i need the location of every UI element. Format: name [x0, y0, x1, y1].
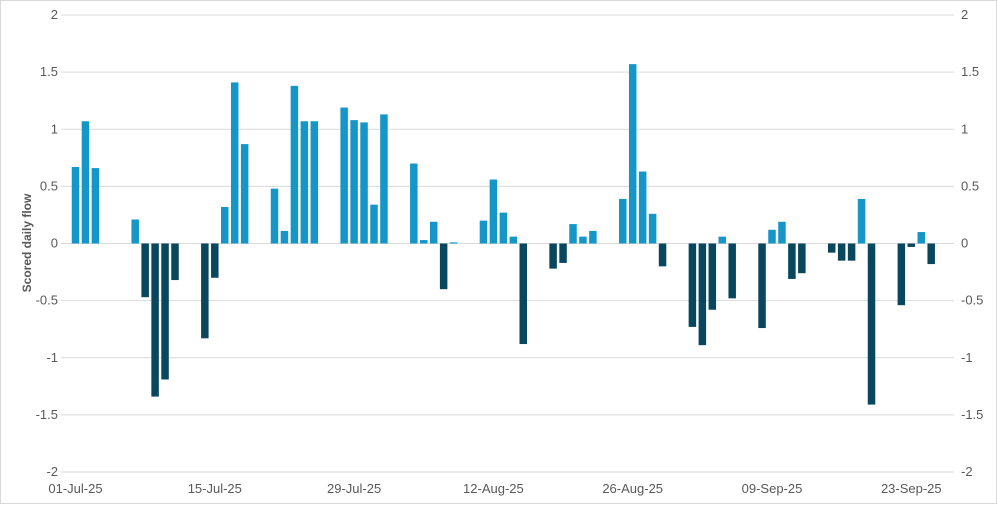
bar-11-Jul-25: [171, 243, 179, 281]
y-tick-label-left: -0.5: [36, 293, 58, 308]
bar-18-Jul-25: [240, 144, 249, 244]
bar-16-Sep-25: [837, 243, 846, 261]
y-tick-label-left: 2: [51, 7, 58, 22]
bar-28-Aug-25: [648, 213, 657, 244]
bar-12-Aug-25: [489, 179, 498, 244]
x-tick-label: 23-Sep-25: [881, 481, 942, 496]
x-tick-label: 29-Jul-25: [327, 481, 381, 496]
bar-01-Sep-25: [688, 243, 697, 327]
bar-22-Jul-25: [280, 230, 289, 244]
bar-27-Aug-25: [638, 171, 647, 244]
y-tick-label-right: 1: [961, 121, 968, 136]
y-tick-label-right: -2: [961, 464, 973, 479]
bar-29-Aug-25: [658, 243, 667, 267]
y-tick-label-left: 1.5: [40, 64, 58, 79]
bar-29-Jul-25: [350, 120, 358, 244]
bar-17-Sep-25: [847, 243, 856, 261]
bar-15-Aug-25: [519, 243, 527, 345]
bar-08-Sep-25: [758, 243, 766, 329]
bar-11-Aug-25: [479, 220, 488, 244]
bar-18-Sep-25: [857, 198, 866, 244]
bar-25-Jul-25: [310, 121, 319, 244]
bar-22-Sep-25: [897, 243, 906, 306]
bar-20-Aug-25: [569, 224, 577, 244]
bar-04-Aug-25: [410, 163, 418, 244]
bar-08-Aug-25: [449, 242, 458, 244]
bar-11-Sep-25: [788, 243, 796, 279]
bar-21-Jul-25: [270, 188, 279, 244]
x-tick-label: 01-Jul-25: [48, 481, 102, 496]
bar-23-Sep-25: [907, 243, 916, 247]
bar-10-Sep-25: [778, 221, 786, 244]
x-axis: 01-Jul-25 15-Jul-25 29-Jul-25 12-Aug-25 26-A…: [48, 481, 941, 496]
bar-06-Aug-25: [429, 221, 438, 244]
gridlines: [61, 14, 954, 473]
bar-30-Jul-25: [360, 122, 368, 244]
bar-15-Jul-25: [211, 243, 219, 278]
bar-12-Sep-25: [798, 243, 806, 274]
bar-09-Jul-25: [151, 243, 159, 397]
x-tick-label: 26-Aug-25: [602, 481, 663, 496]
y-tick-label-left: -1: [46, 350, 58, 365]
bar-15-Sep-25: [827, 243, 836, 253]
y-axis-label: Scored daily flow: [20, 193, 34, 292]
bar-07-Jul-25: [131, 219, 139, 244]
y-tick-label-left: 0.5: [40, 178, 58, 193]
bar-01-Aug-25: [380, 114, 388, 244]
bar-05-Aug-25: [420, 240, 428, 244]
y-axis-left: 2 1.5 1 0.5 0 -0.5 -1 -1.5 -2: [36, 7, 58, 479]
bar-22-Aug-25: [589, 230, 597, 244]
y-tick-label-right: -1: [961, 350, 973, 365]
y-tick-label-right: 2: [961, 7, 968, 22]
y-axis-right: 2 1.5 1 0.5 0 -0.5 -1 -1.5 -2: [961, 7, 983, 479]
bar-09-Sep-25: [768, 229, 776, 244]
bar-21-Aug-25: [579, 236, 587, 244]
bar-16-Jul-25: [221, 206, 229, 244]
bar-28-Jul-25: [340, 107, 348, 244]
y-tick-label-right: -1.5: [961, 407, 983, 422]
bar-03-Jul-25: [91, 168, 100, 244]
x-tick-label: 09-Sep-25: [742, 481, 803, 496]
bar-04-Sep-25: [718, 236, 726, 244]
y-tick-label-left: 1: [51, 121, 58, 136]
bar-02-Sep-25: [698, 243, 707, 346]
bar-24-Jul-25: [300, 121, 309, 244]
bar-08-Jul-25: [141, 243, 149, 298]
bar-23-Jul-25: [290, 85, 299, 244]
bar-25-Sep-25: [927, 243, 935, 265]
bar-26-Aug-25: [628, 64, 637, 244]
bar-13-Aug-25: [499, 212, 508, 244]
bar-24-Sep-25: [917, 232, 925, 244]
bar-31-Jul-25: [370, 204, 378, 244]
x-tick-label: 12-Aug-25: [463, 481, 524, 496]
bar-01-Jul-25: [71, 166, 80, 244]
bar-02-Jul-25: [81, 121, 90, 244]
y-tick-label-left: 0: [51, 236, 58, 251]
y-tick-label-right: 0: [961, 236, 968, 251]
bar-18-Aug-25: [549, 243, 557, 269]
bar-19-Aug-25: [559, 243, 567, 263]
y-tick-label-right: -0.5: [961, 293, 983, 308]
y-tick-label-right: 0.5: [961, 178, 979, 193]
y-tick-label-left: -2: [46, 464, 58, 479]
y-tick-label-left: -1.5: [36, 407, 58, 422]
bar-03-Sep-25: [708, 243, 717, 310]
bar-19-Sep-25: [867, 243, 876, 405]
bar-25-Aug-25: [619, 198, 627, 244]
bar-17-Jul-25: [230, 82, 239, 244]
bar-10-Jul-25: [161, 243, 169, 380]
bar-14-Jul-25: [201, 243, 209, 339]
bars: [71, 64, 935, 405]
bar-05-Sep-25: [728, 243, 736, 299]
y-tick-label-right: 1.5: [961, 64, 979, 79]
bar-07-Aug-25: [439, 243, 448, 290]
bar-14-Aug-25: [509, 236, 518, 244]
x-tick-label: 15-Jul-25: [188, 481, 242, 496]
